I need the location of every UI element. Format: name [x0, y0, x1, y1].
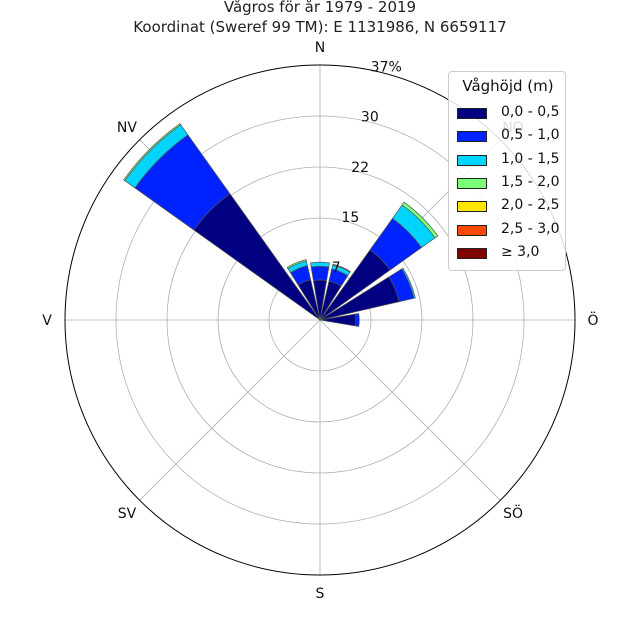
bar-segment — [123, 123, 182, 182]
bar-segment — [310, 265, 330, 281]
direction-label: SV — [118, 506, 137, 522]
legend-swatch — [457, 108, 487, 119]
direction-label: S — [316, 586, 325, 602]
bar-segment — [193, 193, 321, 321]
legend: Våghöjd (m) 0,0 - 0,5 0,5 - 1,0 1,0 - 1,5 1… — [448, 71, 566, 271]
legend-swatch — [457, 201, 487, 213]
direction-label: V — [42, 313, 52, 329]
direction-labels: NNOÖSÖSSVVNV — [42, 40, 598, 602]
legend-swatch — [457, 177, 487, 189]
legend-swatch — [457, 247, 487, 259]
legend-label: 2,0 - 2,5 — [501, 197, 560, 214]
sector-bars — [123, 123, 439, 327]
legend-swatch — [457, 224, 487, 236]
radial-tick-label: 37% — [371, 60, 402, 76]
chart-title: Vågros för år 1979 - 2019 — [223, 0, 417, 16]
bar-segment — [401, 201, 439, 239]
legend-title: Våghöjd (m) — [462, 77, 554, 95]
legend-label: 1,5 - 2,0 — [501, 173, 560, 190]
bar-segment — [286, 259, 307, 270]
radial-tick-label: 15 — [341, 210, 359, 226]
legend-label: 1,0 - 1,5 — [501, 150, 560, 167]
direction-label: N — [315, 40, 325, 56]
outer-ring — [64, 64, 576, 576]
legend-label: 2,5 - 3,0 — [501, 220, 560, 237]
bar-segment — [401, 267, 416, 299]
grid-spoke — [139, 319, 321, 501]
grid-spoke — [319, 319, 501, 501]
legend-label: ≥ 3,0 — [501, 243, 540, 260]
bar-segment — [310, 261, 330, 268]
legend-swatch — [457, 131, 487, 143]
bar-segment — [354, 313, 360, 327]
legend-swatch — [457, 154, 487, 166]
direction-label: Ö — [587, 311, 598, 329]
legend-label: 0,0 - 0,5 — [501, 104, 560, 120]
bar-segment — [332, 263, 351, 273]
chart-subtitle: Koordinat (Sweref 99 TM): E 1131986, N 6… — [133, 18, 507, 36]
radial-tick-label: 30 — [361, 110, 379, 126]
radial-tick-label: 7 — [332, 260, 341, 276]
radial-tick-label: 22 — [351, 160, 369, 176]
radial-tick-labels: 7 15 22 30 37% — [332, 60, 402, 276]
legend-label: 0,5 - 1,0 — [501, 127, 560, 144]
direction-label: SÖ — [503, 504, 523, 522]
direction-label: NV — [117, 120, 137, 136]
